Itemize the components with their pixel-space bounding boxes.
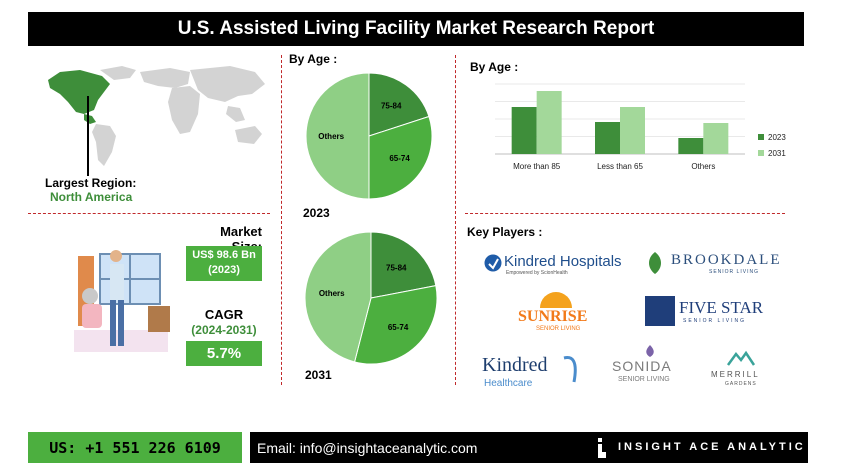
brookdale-leaf-icon: [649, 252, 661, 274]
bar-2031-others: [703, 123, 729, 154]
pie-label: 65-74: [388, 323, 409, 332]
logo-sunrise: SUNRISE SENIOR LIVING: [512, 292, 602, 340]
kindred-hospitals-tagline: Empowered by ScionHealth: [506, 270, 568, 276]
pie-slice-others: [304, 231, 372, 363]
brookdale-name: BROOKDALE: [671, 252, 782, 268]
pie-slice-75-84: [368, 72, 430, 137]
bar-chart: More than 85 Less than 65 Others 2023 2031: [495, 83, 786, 171]
five-star-name: FIVE STAR: [679, 298, 764, 317]
divider-right: [455, 55, 456, 385]
merrill-mountain-icon: [726, 350, 756, 366]
x-tick-label: More than 85: [513, 162, 561, 171]
pie-chart-2031: 75-84 65-74 Others: [304, 231, 438, 365]
sonida-tagline: SENIOR LIVING: [618, 376, 670, 383]
merrill-name: MERRILL: [711, 370, 760, 379]
caregiver-illustration: [74, 250, 170, 352]
kindred-healthcare-name: Kindred: [482, 354, 548, 376]
pie-slice-75-84: [370, 231, 437, 299]
logo-merrill-gardens: MERRILL GARDENS: [706, 350, 776, 394]
legend-swatch-2031: [758, 150, 764, 156]
kindred-hospitals-icon: [484, 254, 502, 272]
market-size-year: (2023): [208, 264, 240, 276]
footer-brand: INSIGHT ACE ANALYTIC: [618, 441, 806, 453]
sunrise-name: SUNRISE: [518, 308, 588, 325]
pie-label: 65-74: [389, 154, 410, 163]
logo-kindred-healthcare: Kindred Healthcare: [482, 352, 592, 392]
page-title: U.S. Assisted Living Facility Market Res…: [28, 12, 804, 46]
sonida-lotus-icon: [646, 345, 654, 357]
kindred-healthcare-tagline: Healthcare: [484, 378, 533, 389]
pie-slice-65-74: [368, 115, 433, 200]
pie-chart-2023: 75-84 65-74 Others: [305, 72, 433, 200]
logo-kindred-hospitals: Kindred Hospitals Empowered by ScionHeal…: [482, 250, 632, 280]
key-players-heading: Key Players :: [467, 225, 543, 239]
pie-slice-others: [305, 72, 370, 200]
bar-2031-less-than-65: [620, 107, 645, 154]
bar-section-heading: By Age :: [470, 60, 519, 74]
pie-section-heading: By Age :: [289, 52, 338, 66]
pie-label: 75-84: [386, 263, 407, 272]
logo-sonida: SONIDA SENIOR LIVING: [610, 344, 690, 388]
kindred-healthcare-swoosh-icon: [563, 356, 577, 383]
legend-swatch-2023: [758, 134, 764, 140]
cagr-value: 5.7%: [186, 341, 262, 366]
sunrise-sun-icon: [540, 292, 572, 308]
legend-label-2031: 2031: [768, 149, 786, 158]
five-star-icon: [645, 296, 675, 326]
pie-label: Others: [318, 132, 344, 141]
x-tick-label: Less than 65: [597, 162, 643, 171]
insight-ace-logo-icon: [598, 438, 606, 458]
sunrise-tagline: SENIOR LIVING: [536, 326, 581, 332]
kindred-hospitals-name: Kindred Hospitals: [504, 253, 622, 270]
divider-left-horizontal: [28, 213, 270, 214]
five-star-tagline: SENIOR LIVING: [683, 318, 746, 324]
pie-label: Others: [319, 289, 345, 298]
x-tick-label: Others: [691, 162, 715, 171]
brookdale-tagline: SENIOR LIVING: [709, 269, 759, 275]
logo-five-star: FIVE STAR SENIOR LIVING: [645, 296, 785, 330]
region-label: Largest Region:: [45, 176, 137, 190]
bar-2023-others: [678, 138, 704, 154]
legend-label-2023: 2023: [768, 133, 786, 142]
bar-2023-less-than-65: [595, 122, 620, 154]
pie-label: 75-84: [381, 101, 402, 110]
divider-right-horizontal: [465, 213, 785, 214]
market-size-box: US$ 98.6 Bn (2023): [186, 246, 262, 281]
north-america-shape: [48, 70, 110, 124]
bar-2031-more-than-85: [536, 91, 562, 154]
cagr-label: CAGR: [204, 307, 244, 322]
footer-email[interactable]: Email: info@insightaceanalytic.com: [257, 440, 478, 456]
world-map: [48, 66, 265, 166]
footer-phone[interactable]: US: +1 551 226 6109: [28, 432, 242, 463]
footer-contact-bar: Email: info@insightaceanalytic.com INSIG…: [250, 432, 808, 463]
market-size-value: US$ 98.6 Bn: [192, 249, 256, 261]
region-value: North America: [50, 190, 133, 204]
map-pointer-line: [87, 96, 89, 176]
divider-left: [281, 55, 282, 385]
logo-brookdale: BROOKDALE SENIOR LIVING: [645, 248, 790, 278]
merrill-tagline: GARDENS: [725, 381, 757, 387]
sonida-name: SONIDA: [612, 358, 672, 374]
pie-slice-65-74: [353, 285, 438, 365]
pie-2031-year: 2031: [305, 368, 332, 382]
pie-2023-year: 2023: [303, 206, 330, 220]
cagr-period: (2024-2031): [191, 323, 257, 337]
bar-2023-more-than-85: [511, 107, 537, 154]
